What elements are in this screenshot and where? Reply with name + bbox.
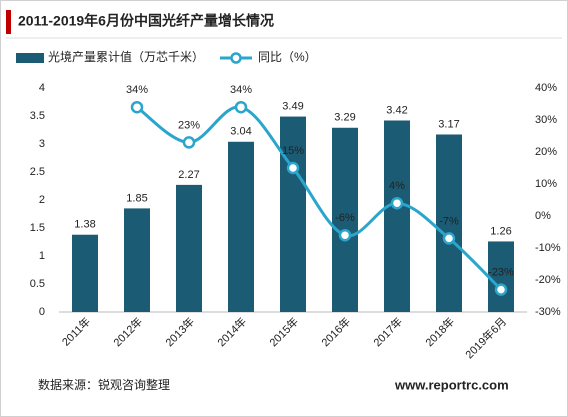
y2-tick-label: -30% [535, 306, 561, 318]
bar [72, 234, 98, 312]
legend-swatch [16, 53, 44, 63]
line-marker [442, 232, 456, 245]
line-marker [130, 100, 144, 114]
bar [124, 208, 150, 312]
bar-label: 3.49 [282, 100, 303, 112]
legend-label: 同比（%） [258, 50, 317, 64]
line-marker [338, 228, 352, 242]
bar-label: 3.17 [438, 118, 459, 130]
bar [176, 184, 202, 312]
y-tick-label: 2 [39, 194, 45, 206]
bar-label: 1.85 [126, 192, 147, 204]
bar [384, 120, 410, 312]
line-label: 15% [282, 145, 304, 157]
bar-label: 1.26 [490, 225, 511, 237]
legend-marker [230, 52, 242, 64]
bar-label: 1.38 [74, 219, 95, 231]
y2-tick-label: -20% [535, 274, 561, 286]
bar-label: 3.42 [386, 104, 407, 116]
bar [436, 134, 462, 312]
bar-label: 2.27 [178, 169, 199, 181]
line-marker [494, 283, 508, 296]
bar [488, 241, 514, 312]
line [136, 105, 503, 291]
y-tick-label: 0 [39, 306, 45, 318]
y-tick-label: 0.5 [30, 278, 45, 290]
line-marker [286, 161, 300, 175]
line-label: 4% [389, 180, 405, 192]
line-marker [234, 100, 248, 114]
title-accent [6, 10, 11, 34]
bar [280, 116, 306, 312]
line-label: 23% [178, 119, 200, 131]
y-tick-label: 1 [39, 250, 45, 262]
y2-tick-label: 10% [535, 178, 557, 190]
y2-tick-label: -10% [535, 242, 561, 254]
y2-tick-label: 30% [535, 114, 557, 126]
y-tick-label: 2.5 [30, 166, 45, 178]
line-label: -7% [439, 215, 459, 227]
line-label: -6% [335, 212, 355, 224]
y-tick-label: 1.5 [30, 222, 45, 234]
chart-title: 2011-2019年6月份中国光纤产量增长情况 [18, 13, 274, 29]
y-tick-label: 3.5 [30, 110, 45, 122]
line-label: 34% [126, 84, 148, 96]
y2-tick-label: 0% [535, 210, 551, 222]
line-marker [390, 196, 404, 210]
line-label: -23% [488, 267, 514, 279]
line-marker [182, 136, 196, 149]
bar [332, 127, 358, 312]
watermark: www.reportrc.com [394, 377, 509, 392]
y2-tick-label: 20% [535, 146, 557, 158]
line-label: 34% [230, 84, 252, 96]
y-tick-label: 3 [39, 138, 45, 150]
y2-tick-label: 40% [535, 82, 557, 94]
source: 数据来源：锐观咨询整理 [38, 377, 170, 392]
legend-label: 光境产量累计值（万芯千米） [48, 49, 204, 64]
y-tick-label: 4 [39, 82, 45, 94]
bar-label: 3.29 [334, 112, 355, 124]
bar [228, 141, 254, 312]
bar-label: 3.04 [230, 126, 251, 138]
